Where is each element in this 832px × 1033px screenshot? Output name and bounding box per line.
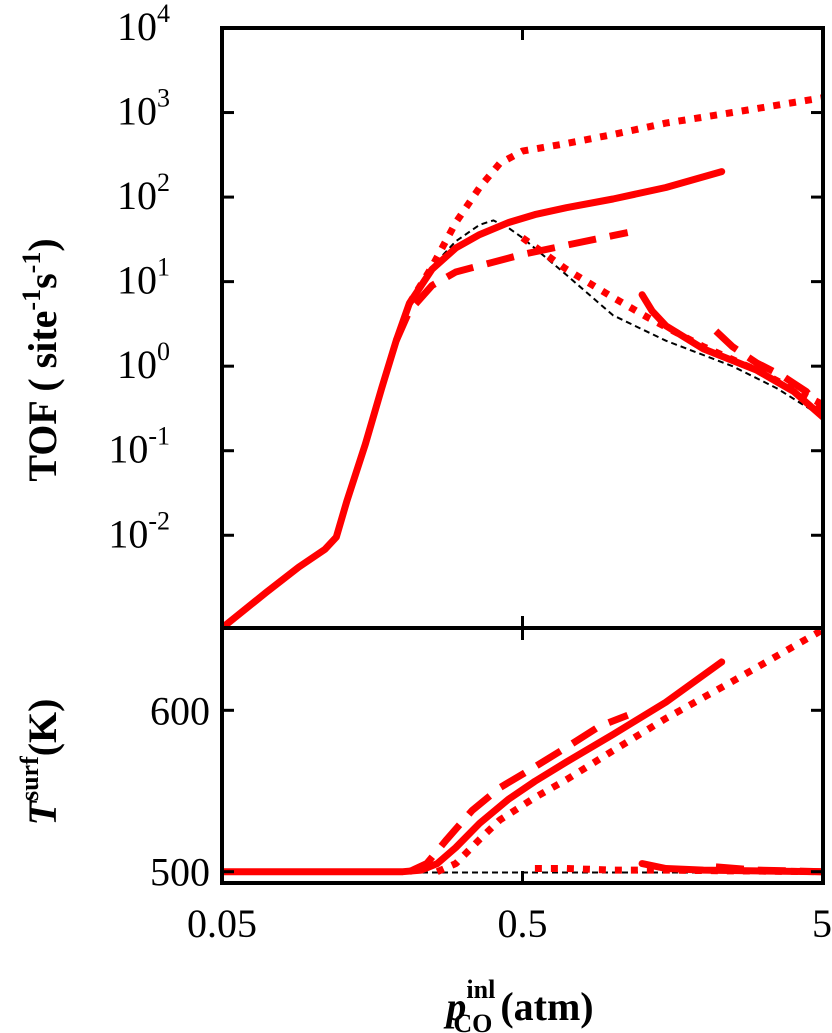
series-line-dashed-2 <box>407 711 629 875</box>
y-tick-label: 10-1 <box>108 422 170 472</box>
y-tick-label: 102 <box>117 168 170 218</box>
y-tick-label: 104 <box>117 0 170 49</box>
series-line-dashed-2 <box>392 229 629 343</box>
series-line-dotted-3 <box>406 94 823 306</box>
series-line-dashed-5 <box>713 328 823 413</box>
top-y-axis-label: TOF ( site-1s-1) <box>17 238 65 481</box>
y-tick-label: 103 <box>117 84 170 134</box>
series-line-solid-1 <box>222 168 726 628</box>
plot-frame <box>220 626 825 885</box>
x-tick-label: 0.5 <box>498 901 548 946</box>
series-line-dotted-6 <box>520 234 823 408</box>
series-group <box>222 94 823 628</box>
top-panel: 10-2 10-1 100 101 102 103 104 <box>108 0 825 630</box>
bottom-y-axis-label: Tsurf(K) <box>15 699 65 826</box>
series-line-dotted-6 <box>534 865 823 876</box>
y-tick-label: 600 <box>150 688 210 733</box>
bottom-panel: 500 600 0.05 0.5 5 <box>150 626 832 946</box>
x-axis-label: pinl CO (atm) <box>443 975 593 1033</box>
series-line-dotted-3 <box>435 628 823 875</box>
y-tick-label: 500 <box>150 850 210 895</box>
series-line-thin-dashed-black-0 <box>222 219 823 628</box>
x-tick-label: 5 <box>812 901 832 946</box>
y-tick-label: 10-2 <box>108 506 170 556</box>
y-tick-label: 101 <box>117 253 170 303</box>
series-group <box>222 628 823 876</box>
y-tick-label: 100 <box>117 337 170 387</box>
plot-frame <box>220 26 825 630</box>
series-line-solid-1 <box>222 658 726 876</box>
x-tick-label: 0.05 <box>187 901 257 946</box>
